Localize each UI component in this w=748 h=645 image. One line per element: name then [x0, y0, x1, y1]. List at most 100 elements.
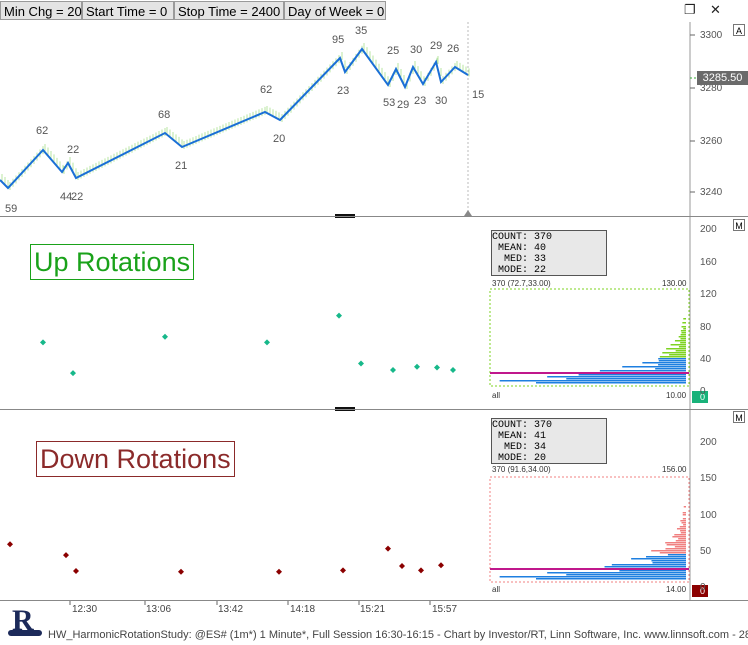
up-pane-flag[interactable]: M: [733, 219, 745, 231]
down-rotation-dot: [73, 568, 79, 575]
stat-mean: MEAN: 40: [492, 243, 547, 254]
down-rotation-dot: [178, 568, 184, 575]
down-histogram-bar: [651, 560, 686, 562]
price-tick-label: 3280: [700, 83, 723, 94]
down-histogram-bar: [680, 520, 686, 522]
pane-divider[interactable]: [0, 216, 748, 217]
up-histogram-bar: [622, 366, 686, 368]
up-rotation-dot: [434, 364, 440, 371]
up-histogram-bar: [658, 364, 686, 366]
x-tick-label: 13:42: [218, 604, 244, 615]
start-time-button[interactable]: Start Time = 0: [82, 1, 174, 20]
up-tick-label: 120: [700, 289, 717, 300]
down-histogram-bar: [680, 532, 686, 534]
up-tick-label: 160: [700, 257, 717, 268]
price-tick-label: 3300: [700, 30, 723, 41]
up-rotation-dot: [70, 370, 76, 377]
down-histogram-bar: [682, 518, 686, 520]
close-icon[interactable]: ✕: [710, 2, 721, 17]
up-rotation-dot: [40, 339, 46, 346]
down-tick-label: 150: [700, 473, 717, 484]
swing-label: 35: [355, 25, 367, 37]
up-histogram-bar: [681, 326, 686, 328]
up-histogram-bar: [683, 318, 686, 320]
down-histogram-bar: [681, 522, 686, 524]
down-histogram-bar: [499, 576, 686, 578]
up-histogram-bar: [674, 340, 686, 342]
down-rotation-dot: [63, 552, 69, 559]
min-chg-button[interactable]: Min Chg = 20: [0, 1, 82, 20]
toolbar: Min Chg = 20 Start Time = 0 Stop Time = …: [0, 0, 748, 22]
stat-med: MED: 34: [492, 442, 547, 453]
down-histogram-bar: [672, 536, 686, 538]
down-histogram-bar: [646, 556, 686, 558]
up-histogram-bar: [683, 328, 686, 330]
down-histogram-bar: [619, 570, 686, 572]
swing-label: 62: [36, 125, 48, 137]
up-histogram-bar: [680, 342, 686, 344]
down-rotation-dot: [418, 567, 424, 574]
up-histogram-bar: [680, 338, 686, 340]
x-tick-label: 12:30: [72, 604, 98, 615]
down-histogram-bar: [683, 524, 686, 526]
swing-label: 21: [175, 160, 187, 172]
footer-caption: HW_HarmonicRotationStudy: @ES# (1m*) 1 M…: [48, 629, 748, 641]
price-pane-flag[interactable]: A: [733, 24, 745, 36]
up-rotation-dot: [450, 366, 456, 373]
down-histogram-bar: [683, 506, 686, 508]
up-top-value: 130.00: [662, 279, 687, 288]
day-of-week-button[interactable]: Day of Week = 0: [284, 1, 386, 20]
stat-mean: MEAN: 41: [492, 431, 547, 442]
down-rotation-dot: [399, 562, 405, 569]
up-histogram-bar: [680, 334, 686, 336]
stop-time-button[interactable]: Stop Time = 2400: [174, 1, 284, 20]
footer-bar: R HW_HarmonicRotationStudy: @ES# (1m*) 1…: [0, 604, 748, 645]
stat-med: MED: 33: [492, 254, 547, 265]
x-tick-label: 13:06: [146, 604, 172, 615]
down-histogram-bar: [676, 528, 686, 530]
swing-label: 22: [71, 191, 83, 203]
swing-label: 23: [414, 95, 426, 107]
up-rotation-dot: [390, 366, 396, 373]
up-histogram-bar: [680, 330, 686, 332]
down-histogram-bar: [611, 564, 686, 566]
swing-label: 62: [260, 84, 272, 96]
investor-rt-logo: R: [8, 604, 42, 642]
down-histogram-bar: [682, 514, 686, 516]
down-rotation-dot: [340, 567, 346, 574]
down-rotation-dot: [276, 568, 282, 575]
restore-icon[interactable]: ❐: [684, 2, 696, 17]
down-histogram-bar: [680, 530, 686, 532]
up-tick-label: 200: [700, 224, 717, 235]
down-histogram-bar: [682, 512, 686, 514]
up-histogram-bar: [666, 348, 686, 350]
up-histogram-bar: [599, 370, 686, 372]
stat-count: COUNT: 370: [492, 232, 553, 243]
swing-label: 29: [397, 99, 409, 111]
up-rotation-dot: [414, 363, 420, 370]
down-histogram-bar: [679, 526, 686, 528]
down-tick-label: 0: [700, 582, 706, 593]
stat-mode: MODE: 20: [492, 453, 547, 464]
last-price-tag: 3285.50: [697, 71, 748, 85]
up-bottom-value: 10.00: [666, 391, 687, 400]
swing-label: 26: [447, 43, 459, 55]
up-current-tag: 0: [692, 391, 709, 403]
swing-label: 53: [383, 97, 395, 109]
down-all-label: all: [492, 585, 501, 594]
swing-label: 44: [60, 191, 72, 203]
down-tick-label: 50: [700, 546, 712, 557]
down-histogram-bar: [536, 578, 686, 580]
pane-divider[interactable]: [0, 409, 748, 410]
swing-label: 25: [387, 45, 399, 57]
swing-label: 15: [472, 89, 484, 101]
up-rotation-dot: [162, 333, 168, 340]
up-histogram-bar: [655, 368, 686, 370]
down-histogram-bar: [547, 572, 686, 574]
down-histogram-bar: [566, 574, 686, 576]
down-top-value: 156.00: [662, 465, 687, 474]
down-histogram-bar: [631, 558, 686, 560]
price-tick-label: 3260: [700, 136, 723, 147]
down-pane-flag[interactable]: M: [733, 411, 745, 423]
